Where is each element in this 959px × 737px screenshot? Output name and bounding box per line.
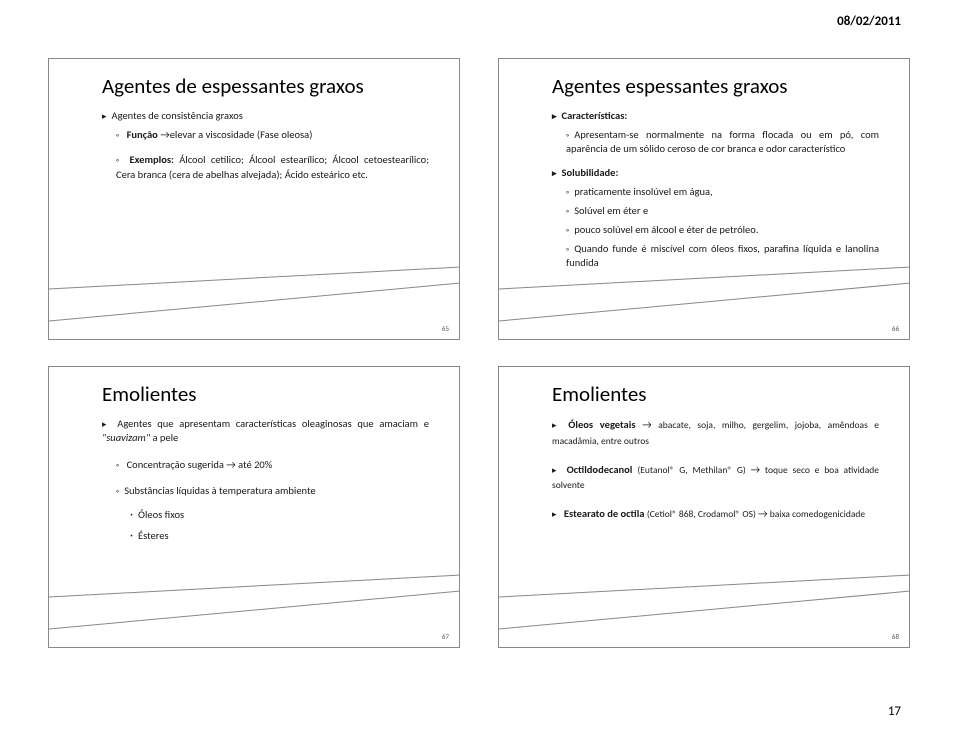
- arrow-icon: →: [160, 128, 170, 141]
- slide-content: Características: Apresentam-se normalmen…: [499, 103, 909, 271]
- slide-number: 66: [892, 324, 899, 333]
- slide-2: Agentes espessantes graxos Característic…: [498, 58, 910, 340]
- slide-title: Agentes espessantes graxos: [499, 59, 909, 103]
- page-number: 17: [888, 704, 901, 719]
- slide-content: Agentes de consistência graxos Função →e…: [49, 103, 459, 182]
- label: Estearato de octila: [564, 507, 647, 520]
- italic-text: "suavizam": [102, 431, 152, 444]
- bullet-l3: Exemplos: Álcool cetílico; Álcool estear…: [102, 153, 429, 181]
- bullet-l5: Solúvel em éter e: [552, 204, 879, 218]
- text: até 20%: [236, 458, 272, 471]
- slide-grid: Agentes de espessantes graxos Agentes de…: [48, 58, 910, 648]
- slide-content: Óleos vegetais → abacate, soja, milho, g…: [499, 411, 909, 522]
- bullet-l3: Solubilidade:: [552, 166, 879, 180]
- bullet-l1: Agentes que apresentam características o…: [102, 417, 429, 445]
- brand: (Eutanol® G, Methilan® G): [637, 464, 750, 476]
- slide-number: 65: [442, 324, 449, 333]
- arrow-icon: →: [751, 463, 761, 476]
- bullet-l2: Função →elevar a viscosidade (Fase oleos…: [102, 128, 429, 142]
- slide-title: Emolientes: [49, 367, 459, 411]
- text: elevar a viscosidade (Fase oleosa): [170, 128, 313, 141]
- decorative-lines: [49, 567, 460, 647]
- decorative-lines: [499, 567, 910, 647]
- label: Octildodecanol: [567, 463, 638, 476]
- bullet-l4: Óleos fixos: [102, 507, 429, 523]
- slide-3: Emolientes Agentes que apresentam caract…: [48, 366, 460, 648]
- arrow-icon: →: [226, 458, 236, 471]
- bullet-l1: Óleos vegetais → abacate, soja, milho, g…: [552, 417, 879, 449]
- bullet-l6: pouco solúvel em álcool e éter de petról…: [552, 223, 879, 237]
- bullet-l2: Concentração sugerida → até 20%: [102, 458, 429, 472]
- label: Função: [127, 128, 161, 141]
- brand: (Cetiol® 868, Crodamol® OS): [647, 508, 758, 520]
- bullet-l4: praticamente insolúvel em água,: [552, 185, 879, 199]
- bullet-l1: Agentes de consistência graxos: [102, 109, 429, 123]
- text: Agentes que apresentam características o…: [117, 417, 429, 430]
- slide-4: Emolientes Óleos vegetais → abacate, soj…: [498, 366, 910, 648]
- bullet-l3: Substâncias líquidas à temperatura ambie…: [102, 484, 429, 498]
- label: Óleos vegetais: [568, 418, 642, 431]
- slide-content: Agentes que apresentam características o…: [49, 411, 459, 544]
- slide-title: Emolientes: [499, 367, 909, 411]
- bullet-l2: Apresentam-se normalmente na forma floca…: [552, 128, 879, 156]
- bullet-l3: Estearato de octila (Cetiol® 868, Crodam…: [552, 506, 879, 522]
- page-date: 08/02/2011: [837, 14, 901, 29]
- bullet-l2: Octildodecanol (Eutanol® G, Methilan® G)…: [552, 462, 879, 494]
- slide-1: Agentes de espessantes graxos Agentes de…: [48, 58, 460, 340]
- bullet-l1: Características:: [552, 109, 879, 123]
- text: a pele: [152, 431, 178, 444]
- slide-number: 67: [442, 632, 449, 641]
- text: baixa comedogenicidade: [768, 508, 866, 520]
- decorative-lines: [49, 259, 460, 339]
- bullet-l7: Quando funde é miscível com óleos fixos,…: [552, 242, 879, 270]
- decorative-lines: [499, 259, 910, 339]
- label: Exemplos:: [129, 153, 179, 166]
- slide-title: Agentes de espessantes graxos: [49, 59, 459, 103]
- slide-number: 68: [892, 632, 899, 641]
- arrow-icon: →: [758, 507, 768, 520]
- text: Concentração sugerida: [127, 458, 227, 471]
- arrow-icon: →: [642, 418, 652, 431]
- bullet-l5: Ésteres: [102, 528, 429, 544]
